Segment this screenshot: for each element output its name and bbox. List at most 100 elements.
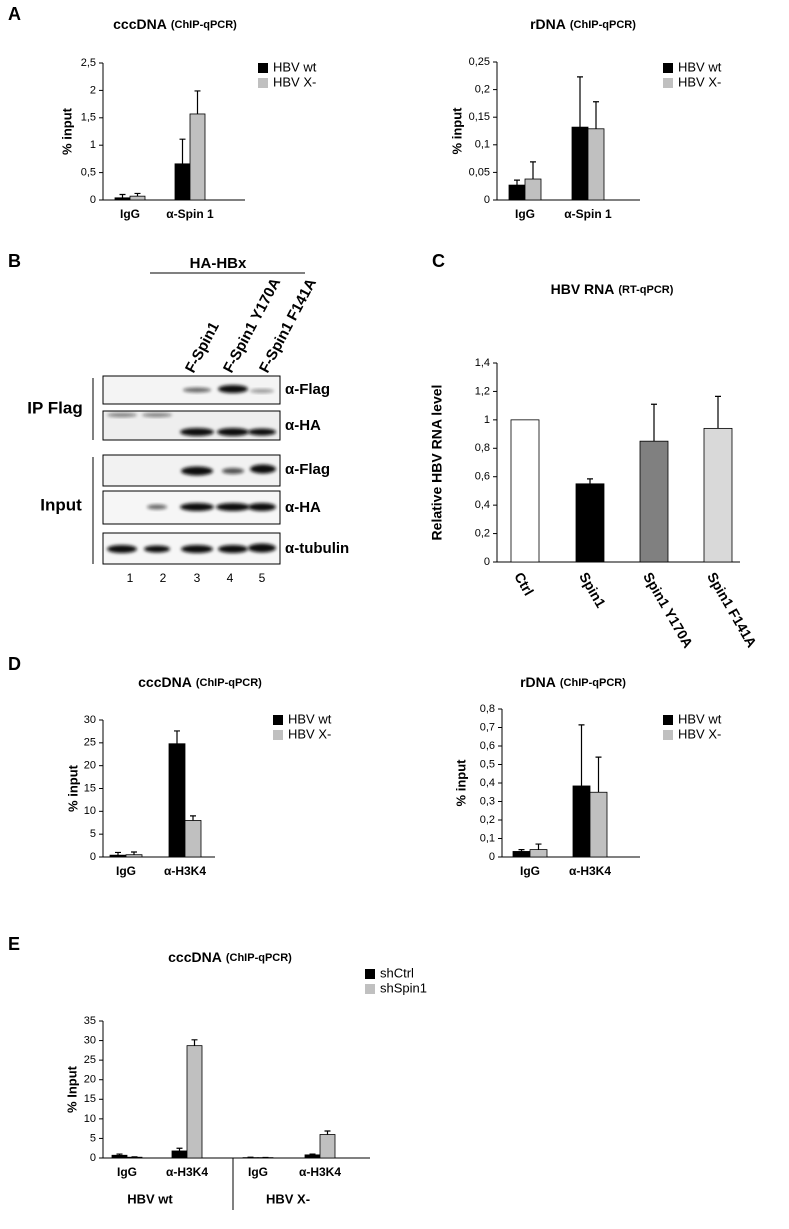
chart-title: rDNA (ChIP-qPCR) <box>520 674 626 690</box>
error-bar <box>715 395 721 429</box>
title-note: (ChIP-qPCR) <box>226 952 292 964</box>
y-tick-label: 0,2 <box>480 814 495 826</box>
legend-label: HBV X- <box>678 726 721 741</box>
lane-number: 4 <box>227 571 234 585</box>
y-tick-label: 0,4 <box>475 499 490 511</box>
panel-label: C <box>432 251 445 271</box>
bar <box>111 1154 128 1159</box>
y-tick-label: 0,2 <box>475 527 490 539</box>
panel-label: B <box>8 251 21 271</box>
y-tick-label: 15 <box>84 1093 96 1105</box>
x-tick-label: α-Spin 1 <box>564 207 612 221</box>
legend-label: HBV wt <box>273 59 317 74</box>
y-axis-label: % input <box>449 107 464 155</box>
y-tick-label: 30 <box>84 714 96 726</box>
bar <box>125 854 143 858</box>
bar <box>189 113 206 201</box>
x-tick-label: α-H3K4 <box>299 1165 341 1179</box>
legend-label: HBV X- <box>288 726 331 741</box>
error-bar <box>577 76 583 128</box>
title-note: (RT-qPCR) <box>618 284 673 296</box>
legend-swatch <box>365 984 375 994</box>
bar <box>512 851 531 858</box>
error-bar <box>191 1039 198 1046</box>
title-note: (ChIP-qPCR) <box>171 19 237 31</box>
y-axis-label: % input <box>453 759 468 807</box>
y-tick-label: 5 <box>90 1132 96 1144</box>
y-tick-label: 10 <box>84 1113 96 1125</box>
chart-title: HBV RNA (RT-qPCR) <box>551 281 674 297</box>
bar <box>572 785 591 858</box>
error-bar <box>119 193 126 198</box>
chart-title: cccDNA (ChIP-qPCR) <box>168 949 292 965</box>
x-tick-label: α-H3K4 <box>164 864 206 878</box>
legend-label: HBV wt <box>678 711 722 726</box>
bar <box>529 849 548 858</box>
x-tick-label: Spin1 F141A <box>704 569 760 650</box>
x-tick-label: IgG <box>116 864 136 878</box>
row-label: α-HA <box>285 417 321 434</box>
bar <box>184 820 202 858</box>
y-tick-label: 0,6 <box>480 740 495 752</box>
y-tick-label: 0,05 <box>469 166 490 178</box>
treatment-label: HA-HBx <box>190 255 247 272</box>
bar <box>304 1154 321 1159</box>
y-tick-label: 0,5 <box>81 167 96 179</box>
bar <box>575 483 605 563</box>
y-tick-label: 1,5 <box>81 112 96 124</box>
group-label: HBV wt <box>127 1191 173 1206</box>
legend-swatch <box>663 715 673 725</box>
y-tick-label: 0,2 <box>475 84 490 96</box>
y-axis-label: % Input <box>64 1065 79 1113</box>
y-tick-label: 0,8 <box>480 703 495 715</box>
legend-swatch <box>273 715 283 725</box>
y-tick-label: 0,6 <box>475 471 490 483</box>
x-tick-label: α-Spin 1 <box>166 207 214 221</box>
panel-label: A <box>8 4 21 24</box>
title-main: rDNA <box>520 674 556 690</box>
legend-label: HBV wt <box>288 711 332 726</box>
title-main: cccDNA <box>168 949 222 965</box>
chart-title: cccDNA (ChIP-qPCR) <box>138 674 262 690</box>
lane-number: 5 <box>259 571 266 585</box>
y-tick-label: 1 <box>484 414 490 426</box>
y-tick-label: 35 <box>84 1015 96 1027</box>
bar <box>186 1045 203 1159</box>
error-bar <box>194 90 201 114</box>
error-bar <box>595 756 602 793</box>
y-axis-label: % input <box>65 764 80 812</box>
bar <box>510 419 540 563</box>
row-label: α-Flag <box>285 381 330 398</box>
error-bar <box>131 851 137 855</box>
section-label: IP Flag <box>27 398 82 417</box>
bar <box>114 197 131 201</box>
error-bar <box>535 843 542 850</box>
error-bar <box>324 1130 331 1135</box>
bar <box>129 195 146 201</box>
lane-number: 2 <box>160 571 167 585</box>
x-tick-label: Spin1 Y170A <box>640 569 696 650</box>
error-bar <box>174 730 180 744</box>
x-tick-label: α-H3K4 <box>166 1165 208 1179</box>
row-label: α-Flag <box>285 461 330 478</box>
y-tick-label: 2 <box>90 84 96 96</box>
y-tick-label: 1,4 <box>475 357 490 369</box>
title-note: (ChIP-qPCR) <box>560 677 626 689</box>
y-tick-label: 0 <box>489 851 495 863</box>
bar <box>571 126 589 201</box>
y-tick-label: 0,25 <box>469 56 490 68</box>
x-tick-label: IgG <box>515 207 535 221</box>
y-tick-label: 0 <box>90 851 96 863</box>
y-tick-label: 20 <box>84 1074 96 1086</box>
error-bar <box>309 1153 316 1155</box>
error-bar <box>134 192 141 197</box>
panel-label: D <box>8 654 21 674</box>
error-bar <box>593 101 599 129</box>
legend-swatch <box>663 63 673 73</box>
error-bar <box>578 724 585 786</box>
error-bar <box>587 478 593 484</box>
x-tick-label: α-H3K4 <box>569 864 611 878</box>
x-tick-label: Spin1 <box>576 569 609 610</box>
bar <box>109 854 127 858</box>
bands <box>107 385 276 553</box>
